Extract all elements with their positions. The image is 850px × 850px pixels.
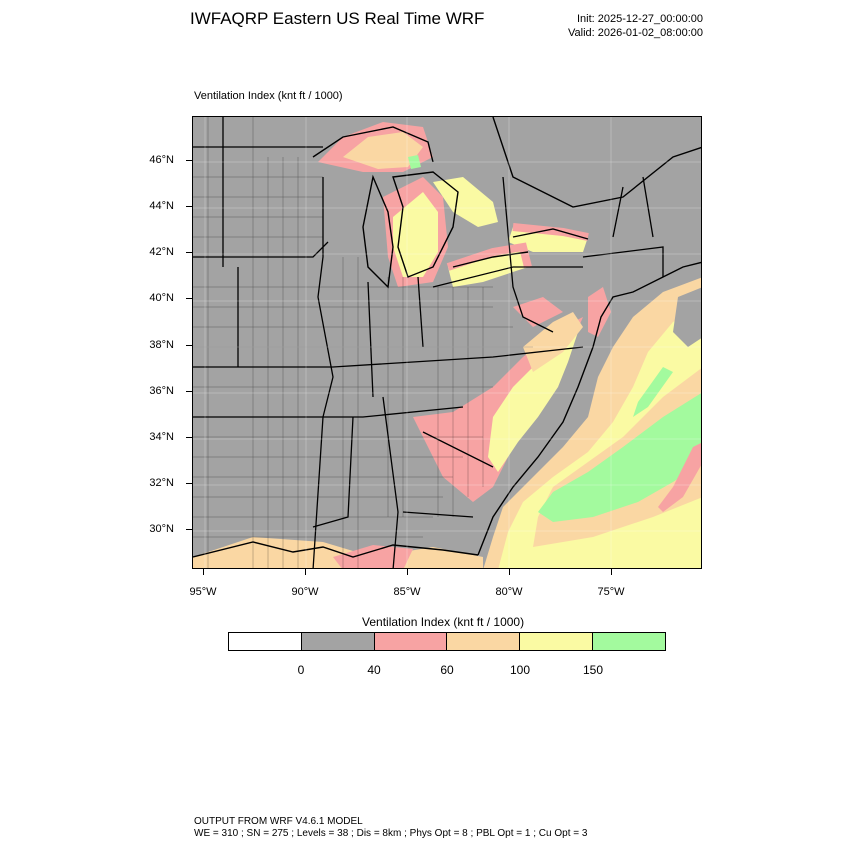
model-info-line1: OUTPUT FROM WRF V4.6.1 MODEL (194, 816, 363, 827)
lon-tick (203, 569, 204, 575)
init-time: Init: 2025-12-27_00:00:00 (577, 13, 703, 25)
lat-tick (186, 160, 192, 161)
lat-tick (186, 391, 192, 392)
colorbar-box-orange (447, 633, 521, 650)
lat-label-30n: 30°N (149, 523, 174, 535)
plot-title: IWFAQRP Eastern US Real Time WRF (190, 9, 485, 28)
colorbar-title: Ventilation Index (knt ft / 1000) (362, 615, 525, 629)
lat-label-34n: 34°N (149, 431, 174, 443)
lat-label-40n: 40°N (149, 292, 174, 304)
lon-tick (407, 569, 408, 575)
pa-pink (513, 297, 563, 327)
lat-tick (186, 345, 192, 346)
lon-label-85w: 85°W (393, 586, 421, 598)
graticule (193, 117, 701, 568)
lat-tick (186, 437, 192, 438)
colorbar-box-green (593, 633, 665, 650)
colorbar-label-0: 0 (297, 663, 305, 677)
lat-label-42n: 42°N (149, 246, 174, 258)
gulf-pink (333, 545, 413, 568)
valid-time: Valid: 2026-01-02_08:00:00 (568, 27, 703, 39)
field-label: Ventilation Index (knt ft / 1000) (194, 90, 343, 102)
carolina-yellow (488, 332, 578, 472)
lat-label-46n: 46°N (149, 154, 174, 166)
colorbar-box-pink (374, 633, 448, 650)
model-info-line2: WE = 310 ; SN = 275 ; Levels = 38 ; Dis … (194, 828, 588, 839)
lat-tick (186, 298, 192, 299)
virginia-orange (523, 312, 583, 372)
ocean-green-streak (633, 367, 673, 417)
lake-huron-yellow (433, 177, 498, 227)
lat-label-32n: 32°N (149, 477, 174, 489)
nj-pink (588, 287, 611, 337)
lon-label-95w: 95°W (189, 586, 217, 598)
lon-label-80w: 80°W (495, 586, 523, 598)
ocean-gray-patch (673, 287, 701, 347)
lat-tick (186, 206, 192, 207)
lon-tick (611, 569, 612, 575)
ocean-pink-streak (658, 443, 701, 512)
colorbar-label-40: 40 (367, 663, 381, 677)
lake-erie-yellow (448, 247, 528, 287)
colorbar (228, 632, 666, 651)
colorbar-box-yellow (520, 633, 594, 650)
lat-tick (186, 252, 192, 253)
lon-tick (305, 569, 306, 575)
ventilation-index-map (193, 117, 701, 568)
colorbar-label-100: 100 (509, 663, 531, 677)
lat-label-44n: 44°N (149, 200, 174, 212)
colorbar-label-60: 60 (440, 663, 454, 677)
colorbar-label-150: 150 (582, 663, 604, 677)
colorbar-box-white (229, 633, 302, 650)
lake-superior-orange (343, 132, 423, 169)
county-grid (193, 117, 533, 568)
lat-label-38n: 38°N (149, 339, 174, 351)
lat-label-36n: 36°N (149, 385, 174, 397)
lat-tick (186, 483, 192, 484)
colorbar-box-gray (301, 633, 375, 650)
map-panel (192, 116, 702, 569)
ocean-green-field (538, 393, 701, 522)
lon-label-90w: 90°W (291, 586, 319, 598)
lat-tick (186, 529, 192, 530)
michigan-yellow (393, 192, 438, 277)
lon-tick (509, 569, 510, 575)
lon-label-75w: 75°W (597, 586, 625, 598)
